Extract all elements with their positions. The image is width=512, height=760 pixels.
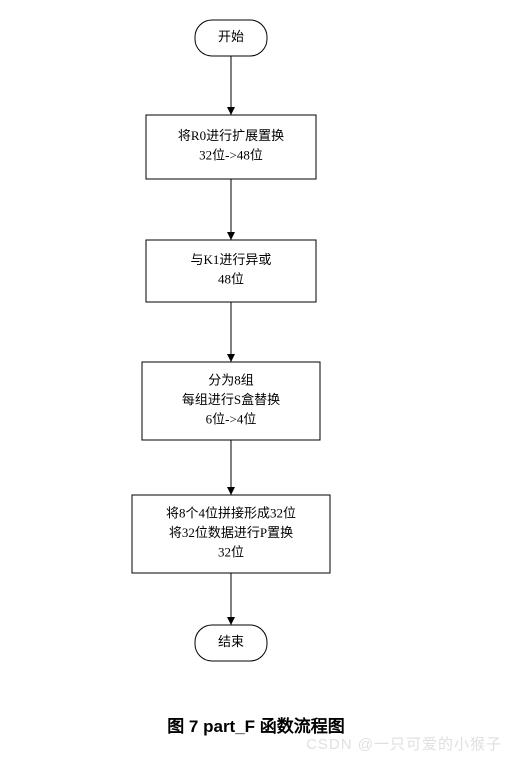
flow-node-pperm: 将8个4位拼接形成32位将32位数据进行P置换 32位 [132, 495, 330, 573]
flow-node-text: 每组进行S盒替换 [182, 392, 280, 407]
flowchart-container: 开始将R0进行扩展置换 32位->48位与K1进行异或 48位分为8组每组进行S盒替… [0, 0, 512, 700]
flow-node-text: 32位 [218, 544, 244, 559]
flow-node-text: 分为8组 [208, 372, 254, 387]
flow-node-xor: 与K1进行异或 48位 [146, 240, 316, 302]
flow-node-start: 开始 [195, 20, 267, 56]
flowchart-svg: 开始将R0进行扩展置换 32位->48位与K1进行异或 48位分为8组每组进行S盒替… [0, 0, 512, 700]
flow-node-text: 48位 [218, 272, 244, 287]
flow-node-text: 将32位数据进行P置换 [169, 525, 293, 540]
flow-node-text: 6位->4位 [206, 411, 257, 426]
flow-node-text: 将8个4位拼接形成32位 [166, 505, 296, 520]
flow-node-text: 将R0进行扩展置换 [178, 128, 284, 143]
flow-node-text: 开始 [218, 29, 244, 44]
flow-node-expand: 将R0进行扩展置换 32位->48位 [146, 115, 316, 179]
watermark: CSDN @一只可爱的小猴子 [306, 733, 502, 754]
flow-node-text: 与K1进行异或 [191, 252, 272, 267]
flow-node-end: 结束 [195, 625, 267, 661]
flow-node-sbox: 分为8组每组进行S盒替换 6位->4位 [142, 362, 320, 440]
flow-node-text: 32位->48位 [199, 148, 263, 163]
flow-node-text: 结束 [218, 634, 244, 649]
